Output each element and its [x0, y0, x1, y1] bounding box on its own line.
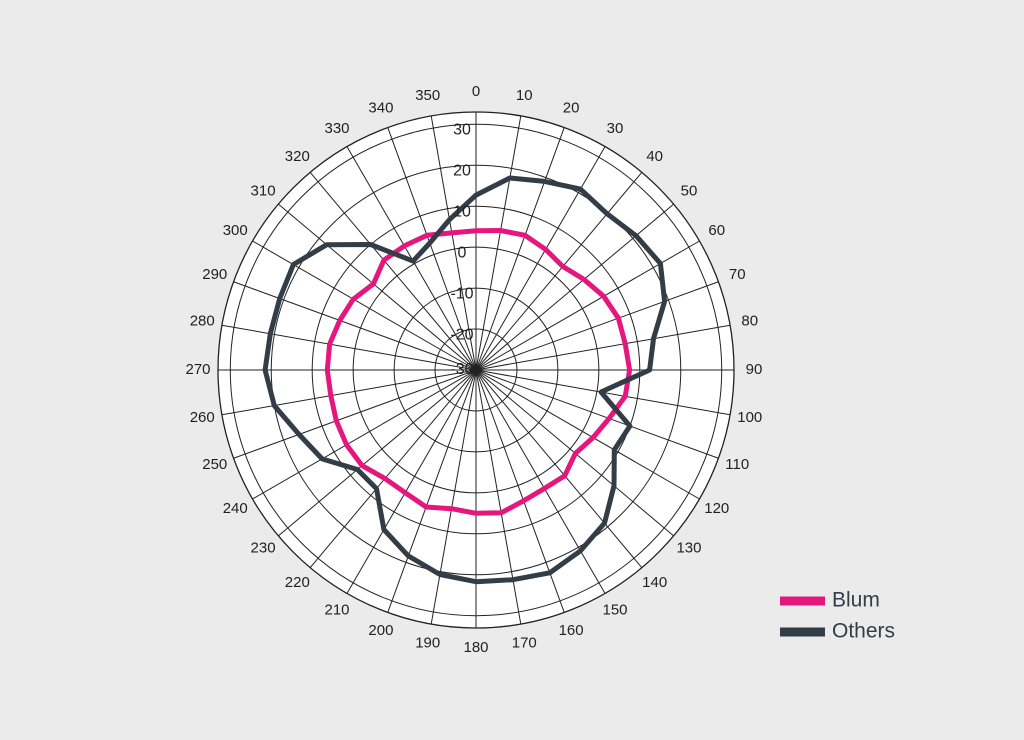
grid-spoke	[278, 203, 477, 371]
angle-tick-label: 140	[642, 574, 667, 591]
angle-tick-label: 20	[563, 100, 580, 117]
angle-tick-label: 30	[607, 120, 624, 137]
angle-tick-label: 210	[324, 602, 349, 619]
angle-tick-label: 40	[646, 148, 663, 165]
grid-spoke	[475, 369, 719, 459]
angle-tick-label: 260	[190, 409, 215, 426]
angle-tick-label: 280	[190, 313, 215, 330]
angle-tick-label: 220	[285, 574, 310, 591]
angle-tick-label: 340	[368, 100, 393, 117]
angle-tick-label: 10	[516, 87, 533, 104]
angle-tick-label: 160	[559, 622, 584, 639]
angle-tick-label: 290	[202, 266, 227, 283]
angle-tick-label: 90	[746, 361, 763, 378]
legend-label: Blum	[832, 589, 880, 612]
angle-tick-label: 50	[681, 182, 698, 199]
angle-tick-label: 80	[741, 313, 758, 330]
r-tick-label: 10	[453, 203, 471, 220]
grid-spoke	[475, 324, 731, 371]
grid-spoke	[387, 369, 477, 613]
angle-tick-label: 320	[285, 148, 310, 165]
r-tick-label: -30	[450, 361, 473, 378]
r-tick-label: -10	[450, 285, 473, 302]
grid-spoke	[475, 203, 674, 371]
plot-area: 0 102030405060708090100110120130140150160…	[185, 83, 762, 656]
grid-spoke	[233, 369, 477, 459]
grid-spoke	[475, 127, 565, 371]
r-tick-label: 20	[453, 162, 471, 179]
angle-tick-label: 300	[223, 222, 248, 239]
angle-tick-label: 250	[202, 456, 227, 473]
grid-spoke	[430, 369, 477, 625]
grid-spoke	[252, 240, 477, 371]
grid-spoke	[475, 369, 606, 594]
grid-spoke	[278, 369, 477, 537]
r-tick-label: 30	[453, 122, 471, 139]
angle-tick-label: 230	[251, 540, 276, 557]
grid-spoke	[309, 369, 477, 568]
angle-tick-label: 60	[708, 222, 725, 239]
grid-spoke	[475, 281, 719, 371]
series-line	[324, 228, 633, 516]
grid-spoke	[346, 369, 477, 594]
angle-tick-label: 120	[704, 500, 729, 517]
angle-tick-label: 310	[251, 182, 276, 199]
r-tick-label: 0	[458, 244, 467, 261]
angle-tick-label: 330	[324, 120, 349, 137]
grid-spoke	[221, 324, 477, 371]
grid-spoke	[387, 127, 477, 371]
grid-spoke	[475, 172, 643, 371]
grid-spoke	[233, 281, 477, 371]
angle-tick-label: 200	[368, 622, 393, 639]
grid-spoke	[252, 369, 477, 500]
grid-spoke	[430, 115, 477, 371]
grid-spoke	[475, 369, 643, 568]
grid-spoke	[475, 115, 522, 371]
angle-tick-label: 130	[676, 540, 701, 557]
angle-tick-label: 240	[223, 500, 248, 517]
angle-tick-label: 100	[737, 409, 762, 426]
series-line	[262, 175, 668, 585]
angle-tick-label: 70	[729, 266, 746, 283]
angle-tick-label: 170	[512, 635, 537, 652]
grid-spoke	[475, 146, 606, 371]
angle-tick-label: 180	[463, 639, 488, 656]
angle-tick-label: 270	[185, 361, 210, 378]
legend-label: Others	[832, 620, 895, 643]
grid-spoke	[475, 369, 700, 500]
angle-tick-label: 350	[415, 87, 440, 104]
legend: Blum Others	[780, 589, 895, 643]
angle-tick-label: 190	[415, 635, 440, 652]
angle-tick-label: 110	[725, 456, 749, 473]
grid-spoke	[221, 369, 477, 416]
r-tick-label: -20	[450, 326, 473, 343]
angle-tick-label: 0	[472, 83, 480, 100]
angle-tick-label: 150	[602, 602, 627, 619]
grid-spoke	[309, 172, 477, 371]
